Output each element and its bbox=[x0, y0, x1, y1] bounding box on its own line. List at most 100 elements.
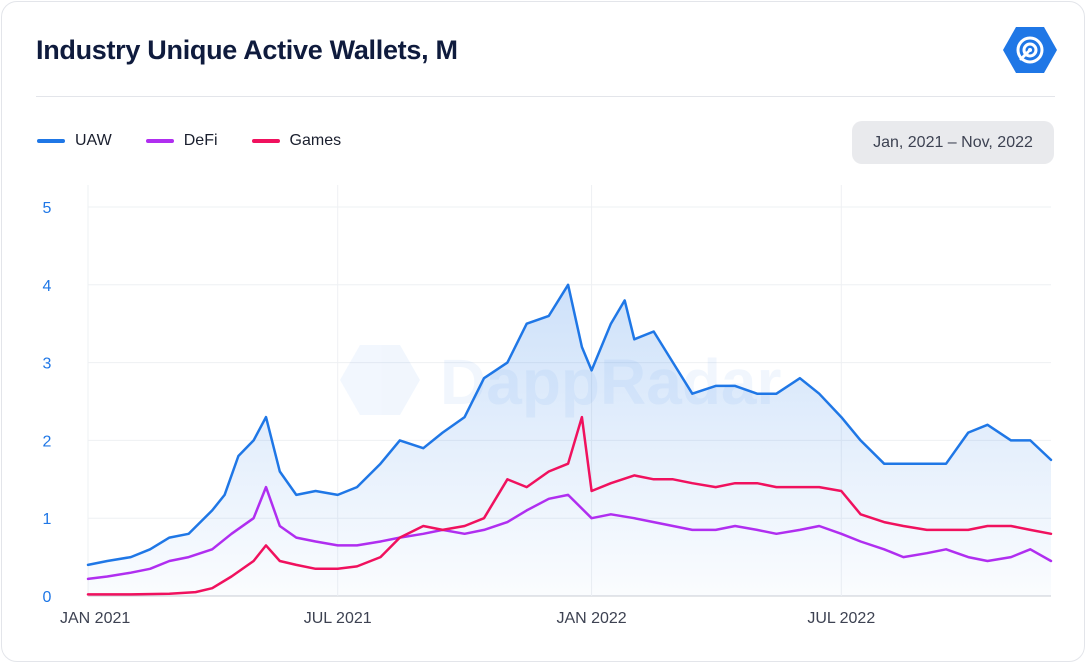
data-point-defi[interactable] bbox=[334, 541, 342, 549]
data-point-games[interactable] bbox=[1026, 526, 1034, 534]
data-point-defi[interactable] bbox=[146, 565, 154, 573]
data-point-games[interactable] bbox=[796, 483, 804, 491]
data-point-defi[interactable] bbox=[545, 495, 553, 503]
data-point-uaw[interactable] bbox=[221, 491, 229, 499]
data-point-uaw[interactable] bbox=[461, 413, 469, 421]
data-point-defi[interactable] bbox=[276, 522, 284, 530]
data-point-uaw[interactable] bbox=[731, 382, 739, 390]
data-point-uaw[interactable] bbox=[480, 374, 488, 382]
legend-item-games[interactable]: Games bbox=[251, 132, 341, 150]
data-point-games[interactable] bbox=[227, 573, 235, 581]
data-point-uaw[interactable] bbox=[753, 390, 761, 398]
data-point-games[interactable] bbox=[942, 526, 950, 534]
data-point-games[interactable] bbox=[503, 475, 511, 483]
data-point-uaw[interactable] bbox=[899, 460, 907, 468]
data-point-games[interactable] bbox=[353, 562, 361, 570]
data-point-games[interactable] bbox=[1047, 530, 1055, 538]
data-point-uaw[interactable] bbox=[669, 359, 677, 367]
data-point-defi[interactable] bbox=[588, 514, 596, 522]
data-point-uaw[interactable] bbox=[815, 390, 823, 398]
data-point-uaw[interactable] bbox=[165, 534, 173, 542]
data-point-games[interactable] bbox=[753, 479, 761, 487]
data-point-defi[interactable] bbox=[185, 553, 193, 561]
data-point-uaw[interactable] bbox=[353, 483, 361, 491]
data-point-games[interactable] bbox=[578, 413, 586, 421]
data-point-defi[interactable] bbox=[1026, 545, 1034, 553]
data-point-uaw[interactable] bbox=[503, 359, 511, 367]
date-range-button[interactable]: Jan, 2021 – Nov, 2022 bbox=[852, 121, 1054, 164]
data-point-games[interactable] bbox=[208, 584, 216, 592]
data-point-games[interactable] bbox=[262, 541, 270, 549]
data-point-uaw[interactable] bbox=[578, 343, 586, 351]
data-point-uaw[interactable] bbox=[439, 429, 447, 437]
data-point-uaw[interactable] bbox=[523, 320, 531, 328]
data-point-uaw[interactable] bbox=[837, 413, 845, 421]
data-point-defi[interactable] bbox=[262, 483, 270, 491]
data-point-games[interactable] bbox=[731, 479, 739, 487]
data-point-games[interactable] bbox=[837, 487, 845, 495]
data-point-games[interactable] bbox=[480, 514, 488, 522]
data-point-uaw[interactable] bbox=[84, 561, 92, 569]
data-point-uaw[interactable] bbox=[146, 545, 154, 553]
data-point-uaw[interactable] bbox=[688, 390, 696, 398]
data-point-defi[interactable] bbox=[103, 573, 111, 581]
data-point-games[interactable] bbox=[857, 510, 865, 518]
data-point-uaw[interactable] bbox=[630, 335, 638, 343]
data-point-defi[interactable] bbox=[880, 545, 888, 553]
data-point-defi[interactable] bbox=[353, 541, 361, 549]
series-line-uaw[interactable] bbox=[86, 283, 1053, 567]
data-point-defi[interactable] bbox=[772, 530, 780, 538]
data-point-uaw[interactable] bbox=[796, 374, 804, 382]
data-point-games[interactable] bbox=[880, 518, 888, 526]
data-point-games[interactable] bbox=[607, 479, 615, 487]
data-point-uaw[interactable] bbox=[564, 281, 572, 289]
data-point-defi[interactable] bbox=[1047, 557, 1055, 565]
data-point-games[interactable] bbox=[564, 460, 572, 468]
data-point-defi[interactable] bbox=[227, 530, 235, 538]
data-point-uaw[interactable] bbox=[923, 460, 931, 468]
data-point-defi[interactable] bbox=[1007, 553, 1015, 561]
data-point-defi[interactable] bbox=[650, 518, 658, 526]
data-point-games[interactable] bbox=[84, 590, 92, 598]
data-point-defi[interactable] bbox=[503, 518, 511, 526]
data-point-defi[interactable] bbox=[731, 522, 739, 530]
data-point-defi[interactable] bbox=[753, 526, 761, 534]
data-point-uaw[interactable] bbox=[127, 553, 135, 561]
data-point-defi[interactable] bbox=[964, 553, 972, 561]
data-point-games[interactable] bbox=[165, 590, 173, 598]
data-point-defi[interactable] bbox=[923, 549, 931, 557]
data-point-uaw[interactable] bbox=[650, 327, 658, 335]
data-point-defi[interactable] bbox=[208, 545, 216, 553]
data-point-defi[interactable] bbox=[712, 526, 720, 534]
data-point-games[interactable] bbox=[984, 522, 992, 530]
data-point-games[interactable] bbox=[588, 487, 596, 495]
data-point-defi[interactable] bbox=[461, 530, 469, 538]
data-point-defi[interactable] bbox=[480, 526, 488, 534]
data-point-uaw[interactable] bbox=[880, 460, 888, 468]
series-line-games[interactable] bbox=[86, 415, 1053, 596]
data-point-defi[interactable] bbox=[984, 557, 992, 565]
data-point-uaw[interactable] bbox=[292, 491, 300, 499]
data-point-uaw[interactable] bbox=[1026, 436, 1034, 444]
data-point-uaw[interactable] bbox=[185, 530, 193, 538]
data-point-games[interactable] bbox=[650, 475, 658, 483]
data-point-games[interactable] bbox=[545, 468, 553, 476]
data-point-defi[interactable] bbox=[942, 545, 950, 553]
data-point-defi[interactable] bbox=[688, 526, 696, 534]
data-point-uaw[interactable] bbox=[103, 557, 111, 565]
data-point-games[interactable] bbox=[461, 522, 469, 530]
data-point-uaw[interactable] bbox=[250, 436, 258, 444]
data-point-uaw[interactable] bbox=[276, 468, 284, 476]
data-point-defi[interactable] bbox=[127, 569, 135, 577]
data-point-games[interactable] bbox=[127, 590, 135, 598]
data-point-uaw[interactable] bbox=[607, 320, 615, 328]
data-point-games[interactable] bbox=[815, 483, 823, 491]
data-point-uaw[interactable] bbox=[621, 296, 629, 304]
data-point-uaw[interactable] bbox=[942, 460, 950, 468]
data-point-uaw[interactable] bbox=[419, 444, 427, 452]
data-point-uaw[interactable] bbox=[1007, 436, 1015, 444]
data-point-uaw[interactable] bbox=[984, 421, 992, 429]
data-point-uaw[interactable] bbox=[208, 506, 216, 514]
data-point-defi[interactable] bbox=[250, 514, 258, 522]
data-point-games[interactable] bbox=[1007, 522, 1015, 530]
